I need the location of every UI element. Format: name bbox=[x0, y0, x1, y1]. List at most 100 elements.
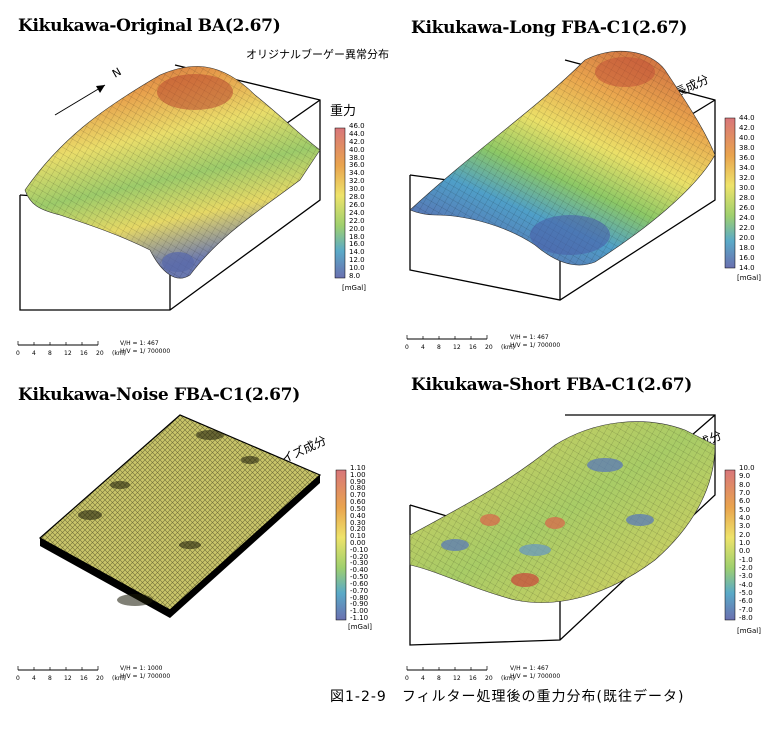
colorbar-tick-label: 18.0 bbox=[739, 244, 755, 252]
colorbar-tick-label: -1.10 bbox=[350, 614, 369, 622]
scale-tick-label: 0 bbox=[16, 350, 20, 357]
panel-long-wavelength: Kikukawa-Long FBA-C1(2.67) 長波長成分 bbox=[395, 0, 775, 355]
surface-plot bbox=[409, 50, 716, 301]
scale-tick-label: 0 bbox=[405, 675, 409, 682]
colorbar-tick-label: 28.0 bbox=[739, 194, 755, 202]
scale-tick-label: (km) bbox=[501, 675, 516, 682]
colorbar-tick-label: 38.0 bbox=[349, 153, 365, 162]
colorbar-tick-label: 0.50 bbox=[350, 504, 366, 513]
scale-tick-label: 8 bbox=[437, 344, 441, 351]
north-arrow bbox=[54, 84, 106, 116]
scale-tick-label: 4 bbox=[421, 344, 425, 351]
colorbar-tick-label: 5.0 bbox=[739, 505, 751, 514]
colorbar-tick-label: 10.0 bbox=[739, 464, 755, 472]
scale-tick-label: 20 bbox=[485, 675, 493, 682]
colorbar-tick-label: 34.0 bbox=[349, 169, 365, 178]
colorbar-unit: [mGal] bbox=[737, 274, 761, 282]
panel-title: Kikukawa-Original BA(2.67) bbox=[18, 16, 281, 36]
colorbar-tick-label: 0.80 bbox=[350, 484, 366, 493]
colorbar-tick-label: 44.0 bbox=[739, 114, 755, 122]
colorbar-tick-label: 36.0 bbox=[739, 154, 755, 162]
colorbar-tick-label: -1.0 bbox=[739, 555, 753, 564]
scale-tick-label: 16 bbox=[80, 675, 88, 682]
colorbar-tick-label: 16.0 bbox=[739, 254, 755, 262]
colorbar-tick-label: 1.10 bbox=[350, 464, 366, 472]
colorbar-tick-label: 8.0 bbox=[349, 272, 361, 280]
colorbar-tick-label: 7.0 bbox=[739, 489, 751, 497]
scale-tick-label: 20 bbox=[485, 344, 493, 351]
colorbar-tick-label: -0.70 bbox=[350, 586, 369, 595]
colorbar-tick-label: 22.0 bbox=[349, 216, 365, 225]
colorbar-tick-label: 46.0 bbox=[349, 122, 365, 130]
colorbar-tick-label: 0.70 bbox=[350, 491, 366, 500]
scale-tick-label: 4 bbox=[32, 675, 36, 682]
panel-title: Kikukawa-Noise FBA-C1(2.67) bbox=[18, 385, 300, 405]
colorbar-tick-label: -1.00 bbox=[350, 607, 369, 616]
scale-tick-label: 20 bbox=[96, 350, 104, 357]
panel-subtitle-jp: オリジナルブーゲー異常分布 bbox=[246, 48, 389, 61]
panel-short-wavelength: Kikukawa-Short FBA-C1(2.67) 短波長成分 bbox=[395, 375, 775, 730]
colorbar bbox=[724, 117, 736, 269]
scale-tick-label: 12 bbox=[64, 350, 72, 357]
colorbar-tick-label: -0.20 bbox=[350, 552, 369, 561]
colorbar-tick-label: 0.40 bbox=[350, 511, 366, 520]
figure-caption: 図1-2-9 フィルター処理後の重力分布(既往データ) bbox=[330, 689, 685, 705]
panel-noise: Kikukawa-Noise FBA-C1(2.67) ノイズ成分 bbox=[0, 375, 380, 730]
colorbar-tick-label: 40.0 bbox=[739, 134, 755, 142]
surface-plot: N bbox=[19, 64, 321, 311]
scale-tick-label: 8 bbox=[48, 675, 52, 682]
colorbar bbox=[724, 469, 736, 621]
colorbar-tick-label: 4.0 bbox=[739, 514, 751, 522]
scale-tick-label: 16 bbox=[469, 344, 477, 351]
scale-ratio: V/H = 1: 467 H/V = 1/ 700000 bbox=[510, 665, 561, 680]
panel-title: Kikukawa-Short FBA-C1(2.67) bbox=[411, 375, 693, 395]
colorbar-tick-label: 24.0 bbox=[739, 214, 755, 222]
colorbar bbox=[335, 469, 347, 621]
scale-tick-label: 16 bbox=[80, 350, 88, 357]
scale-tick-label: 8 bbox=[437, 675, 441, 682]
colorbar-tick-label: 2.0 bbox=[739, 530, 751, 539]
colorbar-unit: [mGal] bbox=[348, 623, 372, 631]
colorbar-tick-label: -8.0 bbox=[739, 614, 753, 622]
colorbar-tick-label: 42.0 bbox=[349, 137, 365, 146]
surface-plot bbox=[38, 414, 322, 618]
colorbar-tick-label: -0.90 bbox=[350, 600, 369, 609]
colorbar-tick-label: 3.0 bbox=[739, 522, 751, 531]
colorbar-unit: [mGal] bbox=[737, 627, 761, 635]
colorbar-tick-label: 20.0 bbox=[739, 234, 755, 242]
colorbar-tick-label: 0.30 bbox=[350, 518, 366, 527]
colorbar-tick-label: 20.0 bbox=[349, 224, 365, 233]
colorbar-tick-label: 1.00 bbox=[350, 470, 366, 479]
colorbar-tick-label: 22.0 bbox=[739, 224, 755, 232]
colorbar-heading: 重力 bbox=[330, 104, 357, 119]
colorbar-tick-label: 26.0 bbox=[739, 204, 755, 212]
colorbar-tick-label: 16.0 bbox=[349, 240, 365, 249]
scale-tick-label: (km) bbox=[501, 344, 516, 351]
colorbar-tick-label: 0.10 bbox=[350, 532, 366, 541]
scale-ratio: V/H = 1: 467 H/V = 1/ 700000 bbox=[510, 334, 561, 349]
colorbar-tick-label: -7.0 bbox=[739, 605, 753, 614]
colorbar-tick-label: 32.0 bbox=[349, 177, 365, 186]
colorbar-tick-label: -6.0 bbox=[739, 597, 753, 606]
colorbar-tick-label: 8.0 bbox=[739, 480, 751, 489]
colorbar-tick-label: 9.0 bbox=[739, 472, 751, 481]
scale-tick-label: 12 bbox=[453, 344, 461, 351]
colorbar-tick-label: 38.0 bbox=[739, 144, 755, 152]
scale-tick-label: 4 bbox=[421, 675, 425, 682]
colorbar-tick-label: 1.0 bbox=[739, 539, 751, 547]
colorbar-tick-label: 36.0 bbox=[349, 161, 365, 170]
colorbar-tick-label: -3.0 bbox=[739, 572, 753, 581]
colorbar-tick-label: 14.0 bbox=[349, 248, 365, 257]
scale-tick-label: 0 bbox=[405, 344, 409, 351]
scale-tick-label: 12 bbox=[64, 675, 72, 682]
colorbar-tick-label: -0.60 bbox=[350, 579, 369, 588]
surface-plot bbox=[409, 414, 716, 646]
colorbar-tick-label: 32.0 bbox=[739, 174, 755, 182]
colorbar-tick-label: 18.0 bbox=[349, 232, 365, 241]
scale-tick-label: 0 bbox=[16, 675, 20, 682]
scale-tick-label: 8 bbox=[48, 350, 52, 357]
colorbar-tick-label: 12.0 bbox=[349, 256, 365, 265]
colorbar-tick-label: 26.0 bbox=[349, 200, 365, 209]
colorbar-unit: [mGal] bbox=[342, 284, 366, 292]
colorbar-tick-label: -0.30 bbox=[350, 559, 369, 568]
